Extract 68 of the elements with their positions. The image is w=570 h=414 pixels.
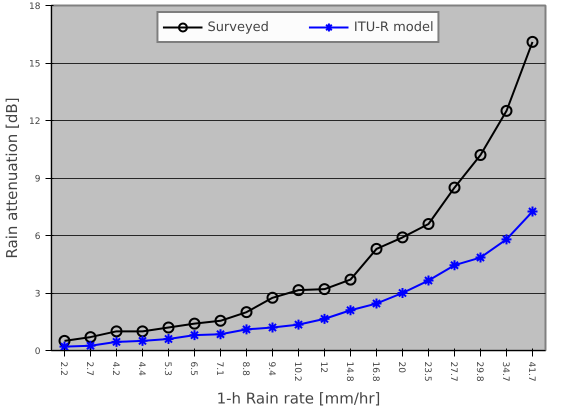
point	[500, 104, 512, 117]
x-tick-label: 4.2	[110, 362, 120, 376]
point	[448, 182, 460, 194]
point	[422, 274, 434, 287]
point	[422, 218, 434, 230]
point	[266, 292, 278, 304]
x-tick-label: 23.5	[422, 362, 432, 382]
x-tick-label: 9.4	[266, 362, 276, 376]
point	[188, 329, 200, 342]
legend-label: Surveyed	[207, 20, 269, 34]
y-tick-label: 18	[29, 2, 41, 12]
x-tick-label: 12	[318, 362, 328, 373]
point	[136, 334, 148, 347]
point	[266, 322, 278, 334]
y-axis-title: Rain attenuation [dB]	[3, 97, 22, 259]
point	[474, 252, 486, 264]
point	[84, 340, 96, 350]
point	[396, 231, 408, 244]
x-tick-label: 29.8	[474, 362, 484, 382]
x-tick-label: 10.2	[292, 362, 302, 382]
point	[344, 274, 356, 286]
x-tick-label: 16.8	[370, 362, 380, 382]
point	[500, 233, 512, 246]
point	[292, 284, 304, 296]
x-tick-label: 7.1	[214, 362, 224, 376]
legend-label: ITU-R model	[354, 20, 434, 34]
point	[188, 318, 200, 330]
point	[214, 314, 226, 327]
x-tick-label: 6.5	[188, 362, 198, 376]
point	[58, 334, 70, 347]
point	[344, 304, 356, 316]
point	[318, 283, 330, 296]
x-tick-label: 5.3	[162, 362, 172, 376]
x-tick-label: 20	[396, 362, 406, 374]
point	[136, 325, 148, 338]
x-tick-label: 34.7	[500, 362, 510, 382]
x-tick-label: 2.2	[58, 362, 68, 376]
y-tick-label: 3	[34, 290, 41, 300]
point	[240, 323, 252, 336]
point	[370, 298, 382, 310]
point	[162, 322, 174, 334]
point	[240, 306, 252, 318]
point	[110, 325, 122, 338]
x-tick-label: 4.4	[136, 362, 146, 376]
y-tick-label: 12	[29, 117, 40, 127]
x-tick-label: 41.7	[526, 362, 536, 382]
point	[58, 340, 70, 350]
point	[162, 333, 174, 345]
y-tick-label: 15	[29, 60, 40, 70]
point	[526, 36, 538, 48]
y-tick-label: 0	[34, 347, 41, 357]
point	[110, 336, 122, 348]
point	[292, 318, 304, 331]
x-tick-label: 14.8	[344, 362, 354, 382]
y-tick-label: 9	[34, 174, 41, 184]
x-axis-title: 1-h Rain rate [mm/hr]	[216, 390, 380, 408]
point	[318, 312, 330, 325]
x-tick-label: 2.7	[84, 362, 94, 376]
point	[448, 259, 460, 272]
point	[84, 331, 96, 344]
point	[526, 206, 538, 218]
point	[370, 242, 382, 255]
point	[474, 149, 486, 161]
x-tick-label: 27.7	[448, 362, 458, 382]
y-tick-label: 6	[34, 232, 41, 242]
point	[214, 328, 226, 340]
x-tick-label: 8.8	[240, 362, 250, 376]
point	[396, 287, 408, 299]
